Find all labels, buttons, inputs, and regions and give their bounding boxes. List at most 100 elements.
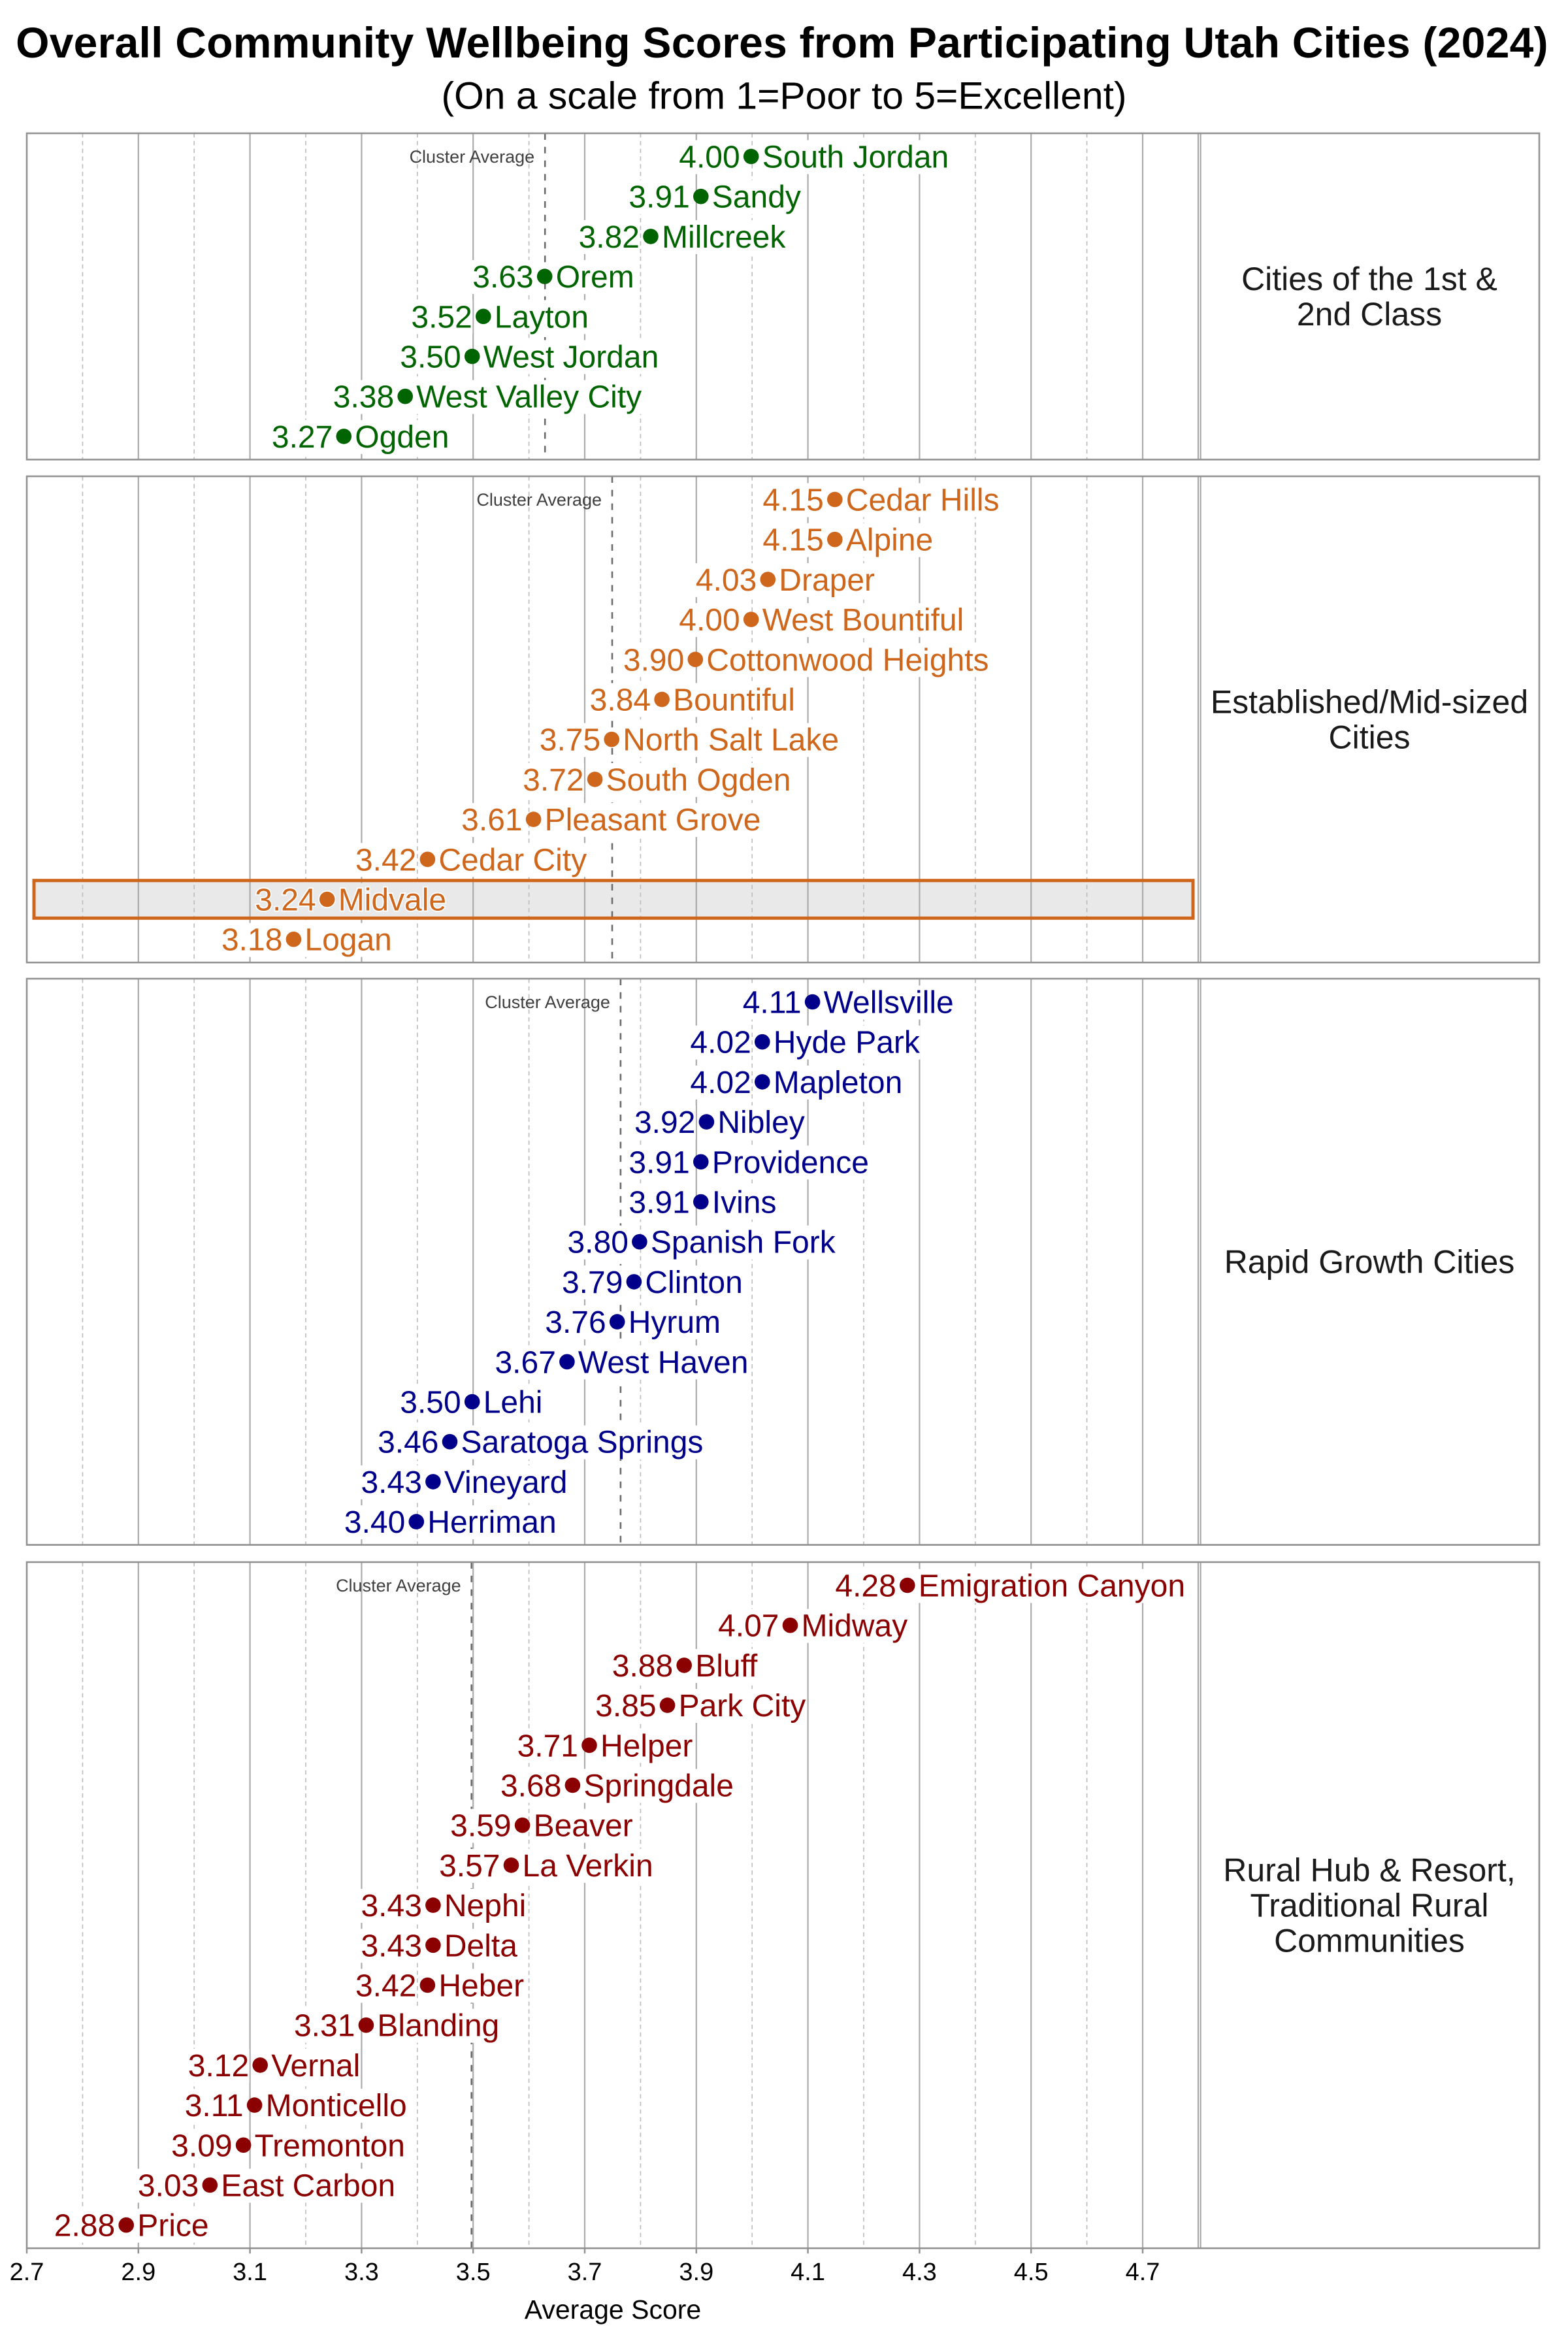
svg-text:4.00: 4.00 bbox=[679, 140, 740, 175]
svg-text:4.03: 4.03 bbox=[696, 563, 757, 598]
svg-text:Cluster Average: Cluster Average bbox=[476, 490, 602, 510]
svg-text:Cedar Hills: Cedar Hills bbox=[846, 483, 1000, 518]
svg-text:Traditional Rural: Traditional Rural bbox=[1250, 1887, 1489, 1924]
svg-text:Spanish Fork: Spanish Fork bbox=[651, 1226, 836, 1260]
svg-text:(On a scale from 1=Poor to 5=E: (On a scale from 1=Poor to 5=Excellent) bbox=[441, 75, 1126, 118]
svg-text:Rural Hub & Resort,: Rural Hub & Resort, bbox=[1223, 1852, 1515, 1889]
svg-text:4.3: 4.3 bbox=[902, 2259, 937, 2286]
svg-text:Cluster Average: Cluster Average bbox=[336, 1576, 461, 1595]
svg-text:Providence: Providence bbox=[712, 1145, 869, 1180]
svg-text:3.46: 3.46 bbox=[378, 1426, 438, 1460]
svg-text:3.43: 3.43 bbox=[361, 1929, 421, 1963]
svg-text:3.27: 3.27 bbox=[272, 420, 333, 455]
svg-text:3.50: 3.50 bbox=[400, 340, 461, 375]
svg-text:Cottonwood Heights: Cottonwood Heights bbox=[706, 643, 988, 678]
svg-text:Herriman: Herriman bbox=[427, 1505, 556, 1540]
svg-text:West Valley City: West Valley City bbox=[416, 380, 642, 415]
svg-text:3.03: 3.03 bbox=[138, 2169, 199, 2204]
svg-text:Vernal: Vernal bbox=[271, 2049, 360, 2083]
svg-text:Average Score: Average Score bbox=[525, 2295, 701, 2325]
svg-text:Vineyard: Vineyard bbox=[444, 1465, 568, 1500]
svg-text:3.71: 3.71 bbox=[517, 1729, 578, 1763]
svg-text:Logan: Logan bbox=[304, 923, 391, 958]
svg-text:La Verkin: La Verkin bbox=[523, 1849, 653, 1884]
svg-text:3.12: 3.12 bbox=[188, 2049, 249, 2083]
svg-text:Monticello: Monticello bbox=[266, 2089, 407, 2123]
svg-text:3.92: 3.92 bbox=[634, 1105, 695, 1140]
svg-text:Draper: Draper bbox=[779, 563, 875, 598]
svg-text:Cities: Cities bbox=[1328, 719, 1410, 756]
svg-text:3.3: 3.3 bbox=[344, 2259, 379, 2286]
svg-text:3.85: 3.85 bbox=[595, 1689, 656, 1723]
svg-text:3.09: 3.09 bbox=[171, 2129, 232, 2163]
svg-text:4.02: 4.02 bbox=[690, 1026, 751, 1060]
svg-text:4.11: 4.11 bbox=[743, 986, 802, 1021]
svg-text:3.84: 3.84 bbox=[590, 683, 651, 718]
svg-text:Nibley: Nibley bbox=[717, 1105, 804, 1140]
svg-text:Saratoga Springs: Saratoga Springs bbox=[461, 1426, 704, 1460]
svg-text:Cluster Average: Cluster Average bbox=[410, 147, 535, 167]
svg-text:2.9: 2.9 bbox=[121, 2259, 155, 2286]
svg-text:Sandy: Sandy bbox=[712, 180, 801, 215]
svg-text:4.7: 4.7 bbox=[1126, 2259, 1160, 2286]
svg-text:Layton: Layton bbox=[495, 300, 589, 335]
svg-text:3.68: 3.68 bbox=[500, 1769, 561, 1804]
svg-text:Ivins: Ivins bbox=[712, 1186, 777, 1220]
svg-text:West Bountiful: West Bountiful bbox=[762, 603, 964, 638]
svg-text:2.7: 2.7 bbox=[10, 2259, 44, 2286]
svg-text:3.82: 3.82 bbox=[579, 220, 640, 255]
svg-text:3.11: 3.11 bbox=[185, 2089, 244, 2123]
svg-text:4.02: 4.02 bbox=[690, 1066, 751, 1100]
svg-text:3.76: 3.76 bbox=[545, 1305, 606, 1340]
svg-text:Cities of the 1st &: Cities of the 1st & bbox=[1241, 261, 1497, 297]
svg-text:3.91: 3.91 bbox=[629, 1145, 689, 1180]
svg-text:4.1: 4.1 bbox=[791, 2259, 825, 2286]
svg-text:Beaver: Beaver bbox=[534, 1809, 633, 1844]
svg-text:Wellsville: Wellsville bbox=[824, 986, 954, 1021]
svg-text:3.80: 3.80 bbox=[567, 1226, 628, 1260]
svg-text:3.7: 3.7 bbox=[568, 2259, 602, 2286]
svg-text:Overall Community Wellbeing Sc: Overall Community Wellbeing Scores from … bbox=[16, 18, 1548, 67]
svg-text:3.52: 3.52 bbox=[411, 300, 472, 335]
svg-text:Midway: Midway bbox=[802, 1609, 908, 1644]
svg-text:3.75: 3.75 bbox=[540, 723, 600, 758]
svg-text:Millcreek: Millcreek bbox=[662, 220, 786, 255]
svg-text:3.59: 3.59 bbox=[450, 1809, 511, 1844]
svg-text:South Ogden: South Ogden bbox=[606, 763, 791, 798]
svg-text:4.15: 4.15 bbox=[762, 523, 823, 558]
svg-text:Pleasant Grove: Pleasant Grove bbox=[545, 803, 761, 838]
svg-text:2.88: 2.88 bbox=[54, 2209, 115, 2244]
svg-text:3.24: 3.24 bbox=[255, 883, 316, 918]
svg-text:Orem: Orem bbox=[556, 260, 634, 295]
svg-text:3.63: 3.63 bbox=[472, 260, 533, 295]
svg-text:Bountiful: Bountiful bbox=[673, 683, 795, 718]
svg-text:2nd Class: 2nd Class bbox=[1297, 296, 1442, 333]
svg-text:Established/Mid-sized: Established/Mid-sized bbox=[1211, 684, 1528, 721]
svg-text:3.18: 3.18 bbox=[221, 923, 282, 958]
svg-text:Nephi: Nephi bbox=[444, 1889, 526, 1923]
svg-text:3.42: 3.42 bbox=[355, 843, 416, 877]
svg-text:3.61: 3.61 bbox=[461, 803, 522, 838]
svg-text:Blanding: Blanding bbox=[377, 2009, 499, 2044]
svg-text:3.43: 3.43 bbox=[361, 1889, 421, 1923]
svg-text:3.31: 3.31 bbox=[294, 2009, 355, 2044]
svg-text:4.00: 4.00 bbox=[679, 603, 740, 638]
svg-text:Delta: Delta bbox=[444, 1929, 517, 1963]
svg-text:4.15: 4.15 bbox=[762, 483, 823, 518]
svg-text:Alpine: Alpine bbox=[846, 523, 933, 558]
svg-text:Rapid Growth Cities: Rapid Growth Cities bbox=[1224, 1244, 1515, 1281]
svg-text:Helper: Helper bbox=[600, 1729, 693, 1763]
svg-text:3.90: 3.90 bbox=[623, 643, 684, 678]
svg-text:3.50: 3.50 bbox=[400, 1386, 461, 1420]
svg-text:Cedar City: Cedar City bbox=[438, 843, 587, 877]
svg-text:West Jordan: West Jordan bbox=[483, 340, 659, 375]
svg-text:Mapleton: Mapleton bbox=[774, 1066, 902, 1100]
svg-text:3.43: 3.43 bbox=[361, 1465, 421, 1500]
svg-text:South Jordan: South Jordan bbox=[762, 140, 949, 175]
svg-text:Park City: Park City bbox=[679, 1689, 806, 1723]
svg-text:3.1: 3.1 bbox=[233, 2259, 267, 2286]
svg-text:Emigration Canyon: Emigration Canyon bbox=[919, 1569, 1185, 1604]
svg-text:4.28: 4.28 bbox=[835, 1569, 896, 1604]
svg-text:Hyde Park: Hyde Park bbox=[774, 1026, 921, 1060]
svg-text:Ogden: Ogden bbox=[355, 420, 449, 455]
